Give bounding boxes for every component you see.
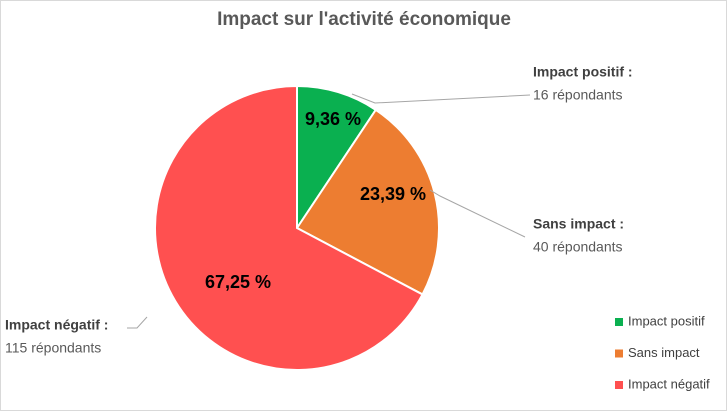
callout-detail: 40 répondants <box>533 239 623 255</box>
legend-swatch <box>615 349 623 358</box>
value-label: 9,36 % <box>305 109 361 129</box>
callout-title: Impact négatif : <box>5 317 108 333</box>
chart-title: Impact sur l'activité économique <box>217 9 511 30</box>
callout-detail: 16 répondants <box>533 87 623 103</box>
leader-line <box>429 189 526 238</box>
value-label: 67,25 % <box>205 272 271 292</box>
legend-label: Impact négatif <box>628 376 710 391</box>
callout-title: Impact positif : <box>533 64 633 80</box>
legend-label: Impact positif <box>628 313 705 328</box>
legend-swatch <box>615 318 623 326</box>
value-label: 23,39 % <box>360 184 426 204</box>
leader-line <box>351 93 531 104</box>
legend-swatch <box>615 381 623 389</box>
pie-slice <box>296 84 378 232</box>
leader-line <box>127 316 148 329</box>
callout-title: Sans impact : <box>533 216 624 232</box>
callout-detail: 115 répondants <box>5 340 101 356</box>
pie-slice <box>154 84 424 371</box>
legend-label: Sans impact <box>628 345 700 360</box>
